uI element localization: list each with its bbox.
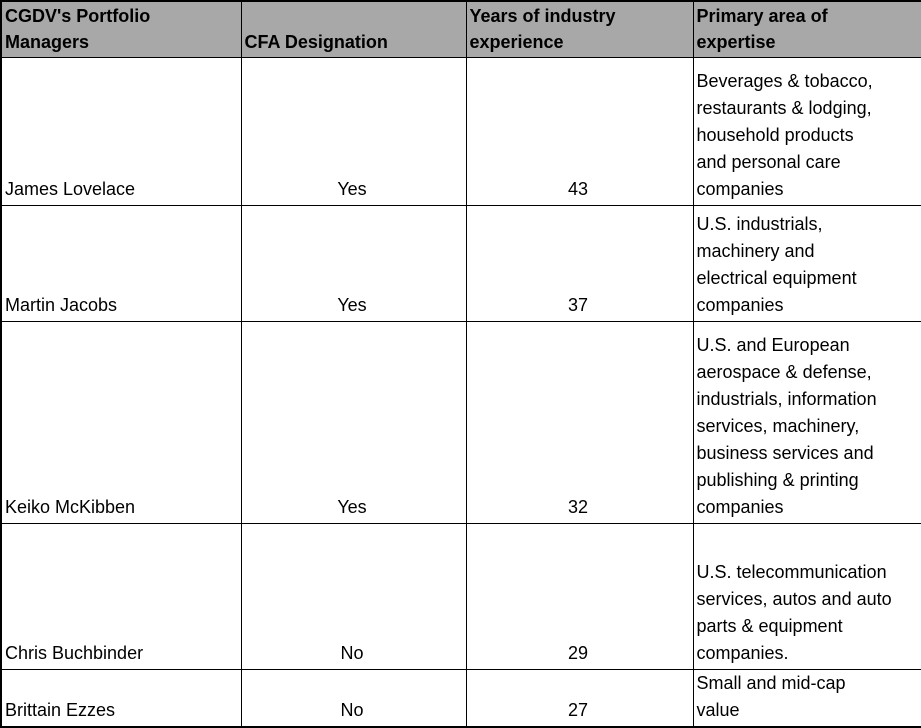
cell-manager-name: Martin Jacobs: [0, 204, 242, 322]
cell-cfa-designation: Yes: [240, 56, 467, 206]
cell-cfa-designation: Yes: [240, 320, 467, 524]
cell-primary-expertise: U.S. industrials, machinery and electric…: [692, 204, 921, 322]
cell-primary-expertise: Beverages & tobacco, restaurants & lodgi…: [692, 56, 921, 206]
cell-manager-name: James Lovelace: [0, 56, 242, 206]
cell-cfa-designation: Yes: [240, 204, 467, 322]
cell-years-experience: 37: [465, 204, 694, 322]
cell-cfa-designation: No: [240, 522, 467, 670]
cell-cfa-designation: No: [240, 668, 467, 728]
cell-manager-name: Chris Buchbinder: [0, 522, 242, 670]
column-header-portfolio-managers: CGDV's Portfolio Managers: [0, 0, 242, 58]
table-row: Brittain Ezzes No 27 Small and mid-cap valu…: [0, 668, 921, 728]
cell-years-experience: 43: [465, 56, 694, 206]
table-row: Chris Buchbinder No 29 U.S. telecommunicati…: [0, 522, 921, 670]
cell-primary-expertise: U.S. and European aerospace & defense, i…: [692, 320, 921, 524]
column-header-years-experience: Years of industry experience: [465, 0, 694, 58]
table-row: James Lovelace Yes 43 Beverages & tobacco, …: [0, 56, 921, 206]
table-row: Martin Jacobs Yes 37 U.S. industrials, mach…: [0, 204, 921, 322]
cell-manager-name: Keiko McKibben: [0, 320, 242, 524]
cell-years-experience: 32: [465, 320, 694, 524]
cell-primary-expertise: U.S. telecommunication services, autos a…: [692, 522, 921, 670]
table-row: Keiko McKibben Yes 32 U.S. and European aer…: [0, 320, 921, 524]
table-header-row: CGDV's Portfolio Managers CFA Designatio…: [0, 0, 921, 58]
cell-primary-expertise: Small and mid-cap value: [692, 668, 921, 728]
cell-manager-name: Brittain Ezzes: [0, 668, 242, 728]
cell-years-experience: 27: [465, 668, 694, 728]
column-header-primary-expertise: Primary area of expertise: [692, 0, 921, 58]
cell-years-experience: 29: [465, 522, 694, 670]
column-header-cfa-designation: CFA Designation: [240, 0, 467, 58]
